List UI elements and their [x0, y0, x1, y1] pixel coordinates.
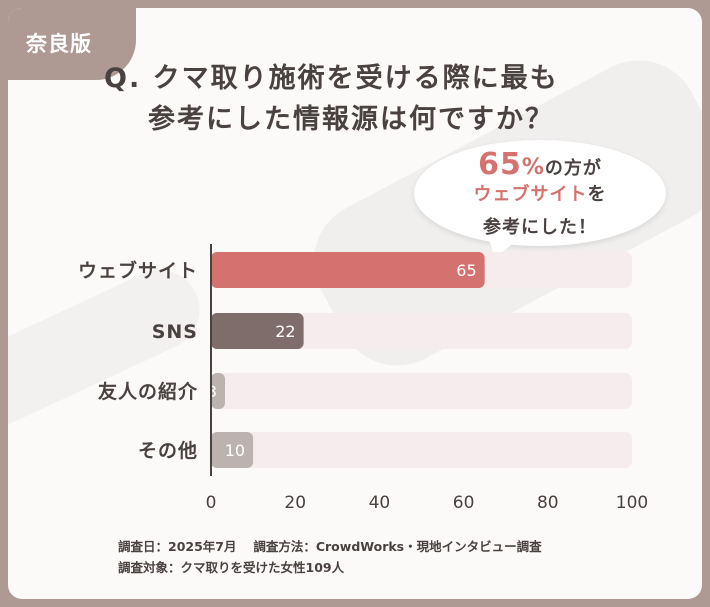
- bar-value-label: 10: [225, 441, 245, 460]
- callout-percent: %: [521, 155, 545, 180]
- bar-track: [211, 432, 632, 468]
- category-label: その他: [138, 439, 198, 462]
- x-tick-label: 40: [369, 493, 391, 513]
- region-badge: 奈良版: [8, 8, 136, 80]
- bar: [211, 373, 225, 409]
- category-label: ウェブサイト: [78, 259, 198, 282]
- callout-line2: ウェブサイトを: [414, 180, 666, 206]
- callout-value: 65: [478, 147, 522, 182]
- bar: [211, 432, 254, 468]
- callout-bubble: [414, 140, 666, 246]
- bar: [211, 313, 304, 349]
- x-tick-label: 0: [206, 493, 217, 513]
- x-tick-label: 60: [453, 493, 475, 513]
- question-title-line1: Q. クマ取り施術を受ける際に最も: [104, 63, 559, 94]
- callout-line2-suffix: を: [587, 184, 607, 205]
- x-tick-label: 20: [284, 493, 306, 513]
- bar-track: [211, 373, 632, 409]
- callout-line3: 参考にした！: [483, 217, 597, 238]
- x-tick-label: 80: [537, 493, 559, 513]
- bar-value-label: 22: [275, 322, 295, 341]
- category-label: SNS: [152, 321, 198, 343]
- x-tick-label: 100: [616, 493, 648, 513]
- bar-track: [211, 313, 632, 349]
- region-label: 奈良版: [26, 32, 92, 56]
- category-label: 友人の紹介: [98, 380, 198, 403]
- callout-line1: 65%の方が: [414, 147, 666, 182]
- callout-highlight: ウェブサイト: [473, 184, 588, 205]
- footnote-survey-target: 調査対象：クマ取りを受けた女性109人: [118, 560, 345, 575]
- survey-card: 奈良版: [8, 8, 702, 599]
- callout-line1-suffix: の方が: [544, 158, 602, 179]
- footnote-survey-method: 調査日：2025年7月 調査方法：CrowdWorks・現地インタビュー調査: [118, 539, 542, 554]
- bar: [211, 252, 485, 288]
- bar-value-label: 65: [456, 261, 476, 280]
- question-title-line2: 参考にした情報源は何ですか？: [148, 104, 554, 135]
